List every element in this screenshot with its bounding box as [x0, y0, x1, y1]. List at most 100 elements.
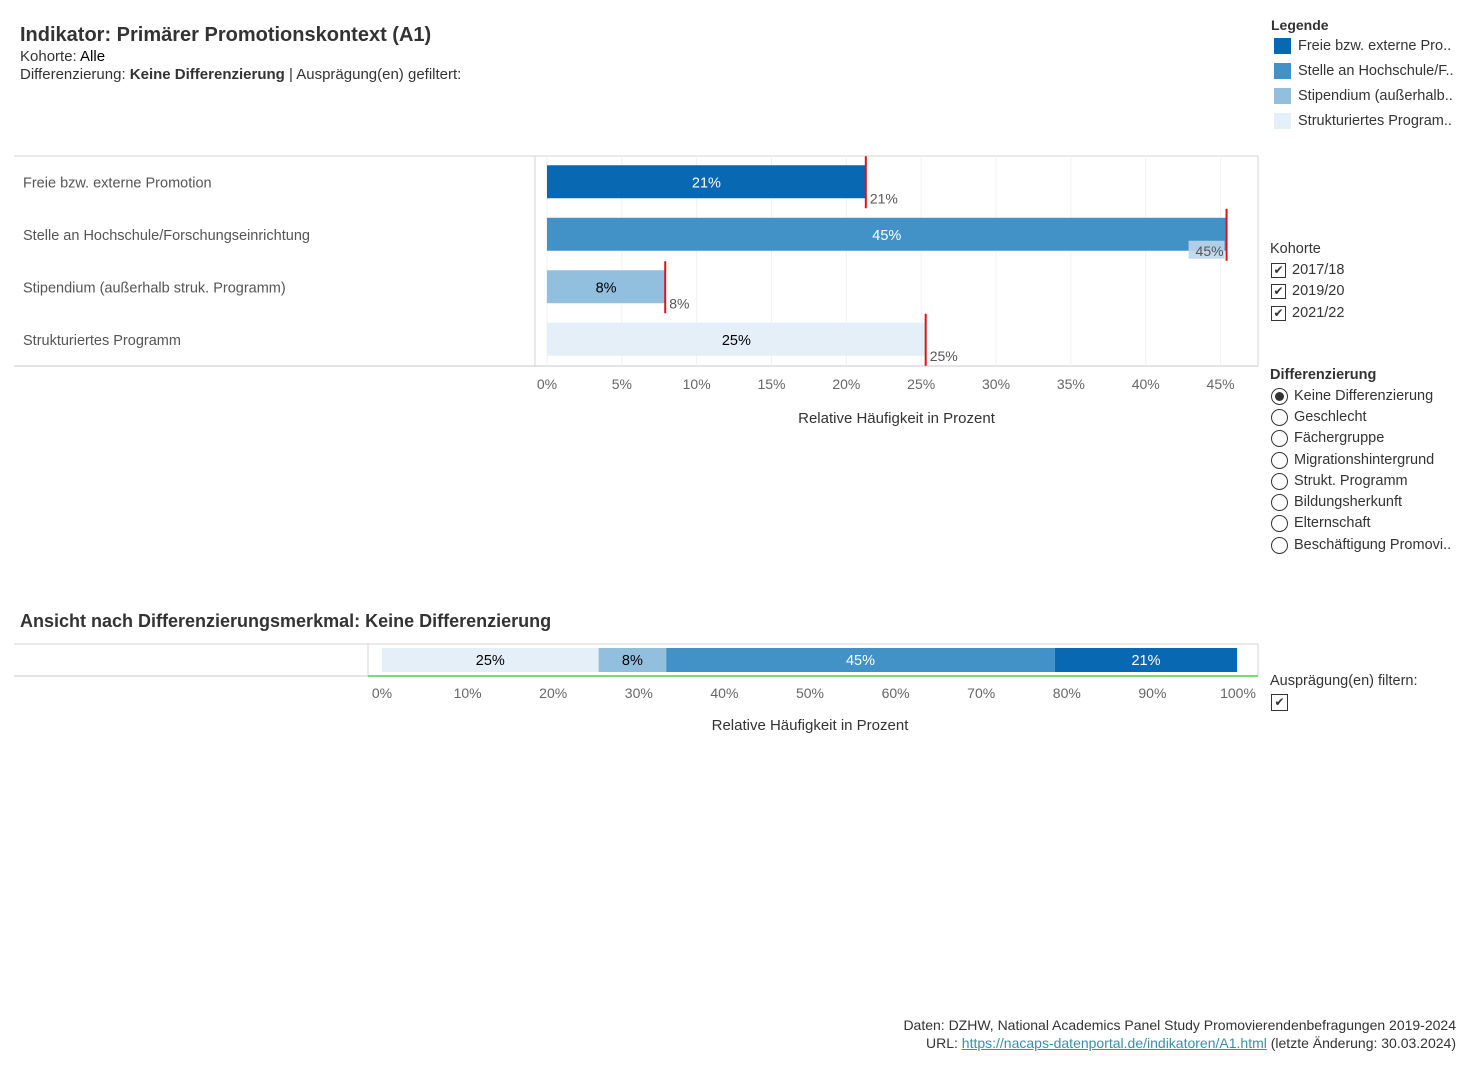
x-tick-label: 50%: [796, 685, 824, 701]
differenzierung-summary-label: Differenzierung:: [20, 66, 130, 83]
radio-icon[interactable]: [1271, 472, 1288, 490]
diff-option-label: Beschäftigung Promovi..: [1294, 537, 1452, 553]
legend-label: Strukturiertes Program..: [1298, 113, 1452, 129]
legend-swatch: [1274, 38, 1291, 54]
legend-title: Legende: [1271, 17, 1329, 33]
stacked-segment: [382, 648, 599, 672]
differenzierung-title: Differenzierung: [1270, 367, 1377, 383]
kohorte-filter-title: Kohorte: [1270, 241, 1321, 257]
stacked-segment: [666, 648, 1055, 672]
x-axis-title: Relative Häufigkeit in Prozent: [712, 717, 910, 734]
main-bar-chart: 0% 5% 10% 15% 20% 25% 30% 35% 40% 45% Relative Häu…: [14, 155, 1259, 427]
x-tick-label: 20%: [832, 376, 860, 392]
legend-swatch: [1274, 63, 1291, 79]
legend-label: Stipendium (außerhalb..: [1298, 88, 1453, 104]
radio-icon[interactable]: [1271, 429, 1288, 447]
filter-summary-suffix: | Ausprägung(en) gefiltert:: [284, 66, 462, 83]
checkbox-icon[interactable]: ✔: [1271, 305, 1286, 321]
x-tick-label: 20%: [539, 685, 567, 701]
differenzierung-summary: Differenzierung: Keine Differenzierung |…: [20, 66, 461, 83]
diff-option-label: Elternschaft: [1294, 515, 1371, 531]
reference-value-label: 45%: [1196, 243, 1224, 259]
kohorte-option-label: 2021/22: [1292, 305, 1345, 321]
legend-item-stelle: Stelle an Hochschule/F..: [1274, 62, 1454, 80]
x-tick-label: 70%: [967, 685, 995, 701]
kohorte-option-2019-20[interactable]: ✔ 2019/20: [1271, 281, 1344, 301]
footer-url-prefix: URL:: [925, 1035, 962, 1051]
legend-swatch: [1274, 113, 1291, 129]
reference-value-label: 25%: [930, 348, 958, 364]
stacked-bar-chart: 25% 8% 45% 21% 0% 10% 20% 30% 40% 50% 60% 70% 80% 90%…: [14, 643, 1259, 734]
diff-option-geschlecht[interactable]: Geschlecht: [1271, 407, 1367, 427]
reference-label-backdrop: [1188, 240, 1225, 259]
diff-option-strukt-programm[interactable]: Strukt. Programm: [1271, 471, 1408, 491]
bar: [546, 217, 1227, 251]
page-title: Indikator: Primärer Promotionskontext (A…: [20, 24, 432, 46]
x-tick-label: 100%: [1220, 685, 1256, 701]
x-tick-label: 30%: [982, 376, 1010, 392]
x-tick-label: 0%: [537, 376, 557, 392]
diff-option-faechergruppe[interactable]: Fächergruppe: [1271, 428, 1384, 448]
diff-option-bildungsherkunft[interactable]: Bildungsherkunft: [1271, 492, 1402, 512]
x-tick-label: 40%: [710, 685, 738, 701]
stacked-segment-label: 25%: [476, 653, 505, 669]
reference-value-label: 8%: [669, 295, 689, 311]
radio-icon[interactable]: [1271, 493, 1288, 511]
diff-option-label: Fächergruppe: [1294, 430, 1385, 446]
category-label: Freie bzw. externe Promotion: [23, 175, 212, 191]
footer-source: Daten: DZHW, National Academics Panel St…: [903, 1017, 1456, 1033]
x-tick-label: 90%: [1138, 685, 1166, 701]
x-tick-label: 15%: [757, 376, 785, 392]
x-tick-label: 10%: [683, 376, 711, 392]
bar: [546, 165, 866, 199]
checkbox-icon[interactable]: ✔: [1271, 693, 1288, 711]
auspraegung-filter-title: Ausprägung(en) filtern:: [1270, 673, 1418, 689]
kohorte-option-2017-18[interactable]: ✔ 2017/18: [1271, 260, 1344, 280]
stacked-segment-label: 8%: [622, 653, 643, 669]
x-tick-label: 80%: [1053, 685, 1081, 701]
category-label: Stelle an Hochschule/Forschungseinrichtu…: [23, 228, 310, 244]
diff-option-label: Strukt. Programm: [1294, 473, 1408, 489]
radio-icon[interactable]: [1271, 408, 1288, 426]
stacked-segment-label: 45%: [846, 653, 875, 669]
x-tick-label: 40%: [1132, 376, 1160, 392]
checkbox-icon[interactable]: ✔: [1271, 283, 1286, 299]
radio-icon[interactable]: [1271, 451, 1288, 469]
stacked-segment-label: 21%: [1131, 653, 1160, 669]
category-label: Strukturiertes Programm: [23, 333, 181, 349]
bar: [546, 270, 666, 304]
diff-option-label: Migrationshintergrund: [1294, 452, 1435, 468]
legend-item-freie: Freie bzw. externe Pro..: [1274, 37, 1451, 55]
checkbox-icon[interactable]: ✔: [1271, 262, 1286, 278]
kohorte-summary: Kohorte: Alle: [20, 48, 105, 65]
kohorte-option-2021-22[interactable]: ✔ 2021/22: [1271, 303, 1344, 323]
x-tick-label: 0%: [372, 685, 392, 701]
radio-icon[interactable]: [1271, 514, 1288, 532]
diff-option-migration[interactable]: Migrationshintergrund: [1271, 450, 1434, 470]
diff-option-keine[interactable]: Keine Differenzierung: [1271, 386, 1433, 406]
x-tick-label: 25%: [907, 376, 935, 392]
footer-url-line: URL: https://nacaps-datenportal.de/indik…: [926, 1035, 1456, 1051]
legend-item-stipendium: Stipendium (außerhalb..: [1274, 87, 1453, 105]
x-tick-label: 35%: [1057, 376, 1085, 392]
stacked-segment: [598, 648, 667, 672]
legend-item-strukturiert: Strukturiertes Program..: [1274, 112, 1452, 130]
kohorte-summary-label: Kohorte:: [20, 48, 81, 65]
x-axis-title: Relative Häufigkeit in Prozent: [798, 410, 996, 427]
diff-option-label: Geschlecht: [1294, 409, 1367, 425]
diff-option-label: Keine Differenzierung: [1294, 388, 1434, 404]
kohorte-option-label: 2017/18: [1292, 262, 1345, 278]
legend-label: Freie bzw. externe Pro..: [1298, 38, 1452, 54]
diff-option-beschaeftigung[interactable]: Beschäftigung Promovi..: [1271, 535, 1451, 555]
x-tick-label: 60%: [882, 685, 910, 701]
legend-swatch: [1274, 88, 1291, 104]
footer-url-link[interactable]: https://nacaps-datenportal.de/indikatore…: [961, 1035, 1267, 1051]
radio-selected-icon[interactable]: [1271, 387, 1288, 405]
diff-option-elternschaft[interactable]: Elternschaft: [1271, 513, 1371, 533]
bar-value-label: 21%: [692, 175, 721, 191]
bar-value-label: 8%: [596, 280, 617, 296]
section2-title: Ansicht nach Differenzierungsmerkmal: Ke…: [20, 611, 552, 631]
radio-icon[interactable]: [1271, 536, 1288, 554]
legend-label: Stelle an Hochschule/F..: [1298, 63, 1454, 79]
auspraegung-filter-toggle[interactable]: ✔: [1271, 692, 1294, 712]
